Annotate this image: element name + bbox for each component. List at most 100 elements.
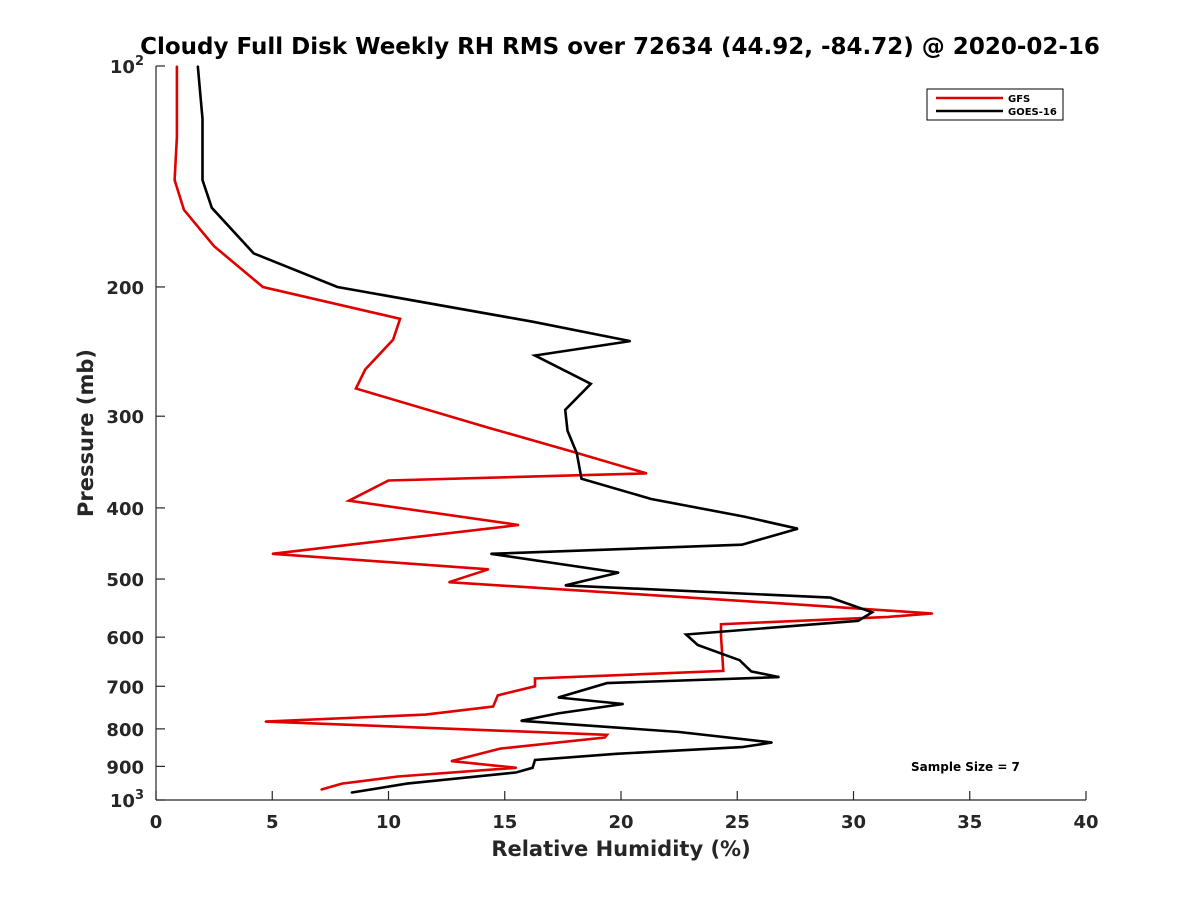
data-point-gfs (364, 368, 367, 371)
sample-size-annotation: Sample Size = 7 (911, 760, 1020, 774)
data-point-goes16 (678, 731, 680, 733)
y-tick-label: 103 (110, 788, 144, 812)
data-point-gfs (176, 65, 178, 67)
data-point-goes16 (576, 452, 578, 455)
data-point-goes16 (741, 746, 743, 748)
data-point-gfs (499, 747, 501, 750)
y-axis-ticks: 102 200 300 400 500 600 700 800 900 103 (106, 54, 165, 812)
data-point-goes16 (531, 320, 534, 323)
x-axis-label: Relative Humidity (%) (491, 837, 750, 861)
x-tick-label: 20 (608, 812, 633, 833)
data-point-goes16 (252, 252, 255, 255)
data-point-gfs (397, 775, 399, 778)
data-point-goes16 (211, 207, 213, 209)
data-point-goes16 (622, 703, 625, 705)
plot-area (156, 66, 1086, 800)
y-tick-label: 300 (106, 407, 144, 428)
data-point-gfs (887, 616, 890, 618)
data-point-goes16 (615, 753, 618, 755)
data-point-goes16 (406, 782, 408, 785)
y-tick-label: 900 (106, 757, 144, 778)
legend-label-goes16: GOES-16 (1008, 107, 1057, 118)
y-tick-label: 500 (106, 570, 144, 591)
data-point-gfs (341, 782, 343, 785)
y-tick-label: 600 (106, 628, 144, 649)
data-point-goes16 (629, 340, 632, 342)
data-point-gfs (173, 179, 176, 181)
data-point-gfs (320, 788, 322, 791)
y-tick-label: 400 (106, 499, 144, 520)
data-point-gfs (603, 736, 606, 739)
data-point-goes16 (738, 659, 741, 661)
data-point-gfs (492, 705, 494, 708)
chart-title: Cloudy Full Disk Weekly RH RMS over 7263… (140, 34, 1100, 60)
x-axis-ticks: 0 5 10 15 20 25 30 35 40 (150, 791, 1099, 833)
data-point-gfs (515, 767, 518, 769)
legend-label-gfs: GFS (1008, 94, 1030, 105)
legend: GFS GOES-16 (926, 88, 1064, 121)
data-point-goes16 (201, 179, 204, 181)
data-point-gfs (783, 602, 785, 605)
data-point-gfs (720, 635, 722, 637)
x-tick-label: 40 (1073, 812, 1098, 833)
data-point-goes16 (696, 644, 699, 646)
data-point-goes16 (606, 682, 608, 684)
data-point-goes16 (829, 596, 832, 599)
data-point-gfs (176, 136, 178, 138)
data-point-goes16 (617, 571, 620, 574)
x-tick-label: 35 (957, 812, 982, 833)
data-point-goes16 (685, 633, 687, 636)
data-point-gfs (213, 245, 215, 247)
data-point-gfs (355, 387, 357, 390)
data-point-gfs (264, 720, 267, 723)
data-point-gfs (387, 479, 390, 482)
data-point-goes16 (590, 383, 592, 385)
data-point-gfs (262, 286, 264, 288)
data-point-goes16 (778, 676, 780, 678)
y-tick-label: 102 (110, 54, 144, 78)
x-tick-label: 15 (492, 812, 517, 833)
data-point-goes16 (534, 354, 536, 357)
data-point-goes16 (566, 429, 569, 432)
x-tick-label: 10 (376, 812, 401, 833)
data-point-goes16 (350, 791, 353, 794)
data-point-goes16 (534, 759, 536, 761)
y-axis-label: Pressure (mb) (74, 349, 98, 517)
data-point-goes16 (557, 696, 559, 699)
data-point-goes16 (580, 477, 583, 480)
data-point-goes16 (201, 118, 204, 120)
data-point-gfs (348, 499, 350, 502)
data-point-gfs (534, 685, 536, 688)
data-point-gfs (720, 623, 722, 625)
data-point-gfs (487, 426, 490, 429)
data-point-goes16 (871, 611, 873, 614)
y-tick-label: 700 (106, 677, 144, 698)
data-point-goes16 (520, 720, 522, 722)
data-point-goes16 (564, 584, 566, 587)
data-point-gfs (497, 694, 499, 697)
y-tick-label: 800 (106, 720, 144, 741)
data-point-gfs (722, 670, 725, 672)
data-point-gfs (271, 553, 274, 555)
data-point-goes16 (743, 515, 745, 518)
data-point-gfs (183, 209, 185, 211)
data-point-goes16 (564, 409, 566, 411)
y-tick-label: 200 (106, 278, 144, 299)
data-point-goes16 (515, 771, 518, 774)
data-point-gfs (392, 338, 394, 341)
x-tick-label: 0 (150, 812, 163, 833)
data-point-gfs (399, 318, 401, 320)
x-tick-label: 5 (266, 812, 279, 833)
series-layer (173, 65, 934, 794)
data-point-goes16 (650, 498, 652, 500)
data-point-goes16 (336, 286, 339, 288)
data-point-goes16 (490, 553, 492, 555)
data-point-goes16 (531, 767, 534, 769)
data-point-gfs (450, 760, 453, 762)
data-point-gfs (645, 472, 648, 475)
legend-box (926, 88, 1064, 121)
data-point-gfs (517, 524, 520, 526)
data-point-goes16 (197, 65, 199, 67)
data-point-gfs (931, 612, 934, 615)
